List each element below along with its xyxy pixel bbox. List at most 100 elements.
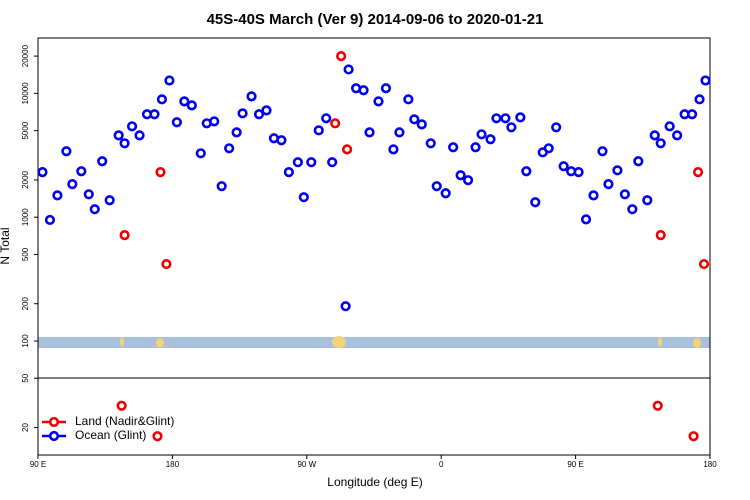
data-point: [231, 127, 242, 138]
data-point: [119, 138, 130, 149]
data-point: [97, 156, 108, 167]
data-point: [161, 258, 172, 270]
chart-title: 45S-40S March (Ver 9) 2014-09-06 to 2020…: [207, 11, 544, 28]
data-point: [425, 138, 436, 149]
legend: Land (Nadir&Glint)Ocean (Glint): [42, 414, 174, 442]
data-point: [358, 85, 369, 96]
data-point: [330, 118, 341, 129]
x-tick-label: 180: [166, 460, 180, 469]
data-point: [627, 204, 638, 215]
data-point: [149, 109, 160, 120]
land-patch: [332, 336, 346, 348]
data-point: [664, 121, 675, 132]
data-point: [603, 178, 614, 190]
data-point: [686, 109, 698, 120]
data-point: [698, 258, 710, 270]
data-point: [692, 167, 704, 178]
legend-marker: [48, 430, 60, 442]
land-patch: [120, 337, 124, 347]
data-point: [642, 195, 653, 206]
land-patch: [693, 338, 701, 348]
data-point: [89, 204, 100, 215]
data-point: [470, 142, 481, 153]
data-point: [394, 127, 405, 138]
data-point: [152, 431, 163, 442]
land-patch: [658, 337, 662, 347]
data-point: [652, 400, 663, 411]
data-point: [76, 166, 87, 177]
data-point: [164, 75, 175, 86]
data-point: [448, 142, 459, 153]
y-tick-label: 500: [21, 247, 30, 261]
data-point: [573, 167, 584, 178]
y-tick-label: 200: [21, 297, 30, 311]
data-point: [521, 166, 532, 177]
data-point: [506, 122, 517, 133]
legend-label: Ocean (Glint): [75, 428, 146, 442]
data-point: [476, 129, 487, 140]
data-point: [113, 130, 124, 141]
data-point: [551, 122, 562, 133]
data-point: [455, 170, 466, 181]
data-point: [171, 117, 182, 128]
data-point: [342, 144, 353, 155]
data-point: [388, 144, 399, 155]
data-point: [246, 91, 257, 102]
data-point: [403, 94, 414, 105]
data-point: [672, 130, 683, 141]
data-point: [179, 96, 190, 107]
data-point: [364, 127, 375, 138]
y-tick-label: 20000: [21, 44, 30, 67]
data-point: [327, 157, 338, 168]
data-point: [649, 130, 660, 141]
data-point: [336, 50, 347, 62]
data-point: [126, 121, 138, 132]
ocean-strip: [38, 337, 710, 348]
data-point: [104, 195, 115, 206]
data-point: [491, 113, 502, 124]
legend-marker: [48, 416, 60, 428]
y-tick-label: 20: [21, 423, 30, 432]
data-point: [156, 94, 168, 105]
data-point: [431, 181, 442, 192]
legend-label: Land (Nadir&Glint): [75, 414, 174, 428]
map-strip: [38, 336, 710, 348]
data-point: [409, 114, 420, 125]
data-point: [543, 143, 554, 154]
data-point: [224, 143, 235, 154]
y-axis-label: N Total: [0, 227, 12, 264]
x-tick-label: 90 W: [297, 460, 316, 469]
y-tick-label: 10000: [21, 82, 30, 105]
y-tick-label: 2000: [21, 170, 30, 188]
data-point: [619, 189, 630, 200]
data-point: [261, 105, 272, 116]
data-point: [558, 161, 569, 172]
data-point: [298, 192, 309, 203]
data-point: [530, 197, 541, 208]
data-point: [44, 214, 56, 226]
data-point: [655, 230, 666, 241]
data-point: [83, 189, 94, 200]
data-point: [655, 138, 666, 149]
data-point: [283, 167, 294, 178]
data-point: [306, 157, 317, 168]
x-axis-label: Longitude (deg E): [327, 475, 422, 489]
data-point: [340, 301, 351, 312]
data-point: [597, 146, 608, 157]
data-point: [633, 156, 644, 167]
data-point: [52, 190, 63, 201]
x-tick-label: 180: [703, 460, 717, 469]
data-point: [116, 400, 127, 411]
data-point: [515, 112, 526, 123]
data-point: [580, 214, 592, 225]
data-point: [700, 75, 711, 86]
x-tick-label: 0: [439, 460, 444, 469]
data-point: [119, 230, 130, 241]
data-point: [321, 113, 332, 124]
data-point: [209, 116, 220, 127]
data-point: [313, 125, 324, 136]
data-point: [343, 64, 354, 75]
data-point: [186, 100, 197, 111]
data-point: [253, 109, 265, 120]
